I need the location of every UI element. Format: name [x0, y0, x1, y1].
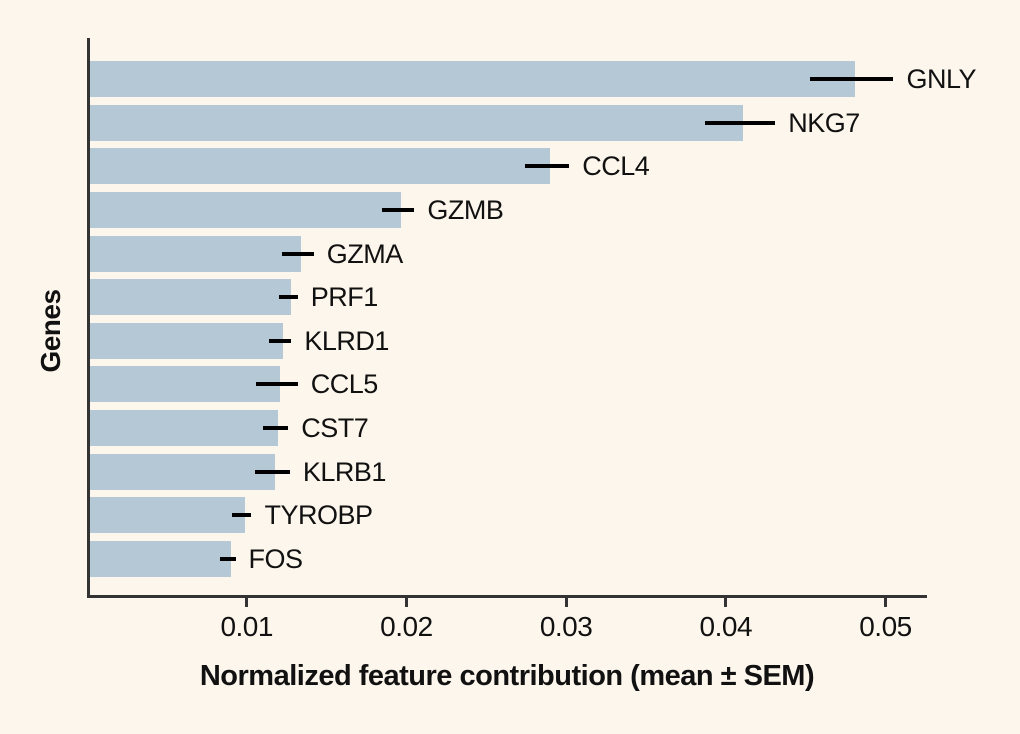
gene-label-klrd1: KLRD1: [304, 325, 389, 356]
bar-nkg7: [90, 104, 744, 141]
error-bar-gzma: [281, 251, 314, 256]
gene-label-gnly: GNLY: [906, 64, 976, 94]
x-tick-0.03: [564, 598, 568, 607]
y-axis-label: Genes: [35, 289, 66, 373]
gene-label-cst7: CST7: [301, 413, 369, 444]
bar-gnly: [90, 61, 855, 97]
x-axis-line: [87, 595, 927, 598]
x-tick-label-0.05: 0.05: [859, 611, 912, 642]
bar-tyrobp: [90, 497, 245, 534]
x-tick-0.02: [404, 598, 408, 607]
gene-label-ccl4: CCL4: [582, 151, 650, 182]
x-axis-label: Normalized feature contribution (mean ± …: [199, 660, 815, 692]
bar-gzma: [90, 235, 301, 272]
gene-label-gzmb: GZMB: [427, 194, 504, 225]
gene-label-tyrobp: TYROBP: [264, 500, 373, 531]
error-bar-gzmb: [382, 207, 415, 212]
error-bar-nkg7: [705, 120, 776, 125]
bar-cst7: [90, 410, 279, 447]
x-tick-label-0.02: 0.02: [380, 611, 433, 642]
bar-klrd1: [90, 322, 284, 359]
bar-prf1: [90, 279, 292, 316]
error-bar-ccl4: [524, 164, 570, 169]
gene-label-gzma: GZMA: [326, 238, 404, 269]
x-tick-0.01: [245, 598, 249, 607]
gene-label-fos: FOS: [248, 544, 304, 575]
bar-gzmb: [90, 191, 402, 228]
error-bar-tyrobp: [232, 513, 252, 518]
error-bar-cst7: [262, 426, 289, 431]
x-tick-label-0.03: 0.03: [539, 611, 593, 642]
x-tick-0.05: [883, 598, 887, 607]
plot-area: GNLY NKG7 CCL4 GZMB GZMA PRF1 KLRD1 CCL5 CST7 KLR…: [87, 38, 976, 642]
error-bar-klrb1: [254, 469, 290, 474]
gene-label-klrb1: KLRB1: [302, 456, 387, 487]
x-tick-label-0.01: 0.01: [220, 611, 273, 642]
bar-klrb1: [90, 453, 276, 490]
error-bar-prf1: [278, 295, 298, 300]
error-bar-fos: [219, 557, 236, 562]
x-tick-label-0.04: 0.04: [699, 611, 753, 642]
bar-ccl4: [90, 148, 550, 185]
error-bar-gnly: [810, 77, 894, 81]
gene-label-prf1: PRF1: [310, 282, 379, 313]
bar-ccl5: [90, 366, 281, 403]
error-bar-ccl5: [256, 382, 298, 387]
bar-fos: [90, 541, 231, 578]
y-axis-line: [87, 38, 90, 598]
gene-label-ccl5: CCL5: [310, 369, 379, 400]
gene-label-nkg7: NKG7: [788, 107, 860, 138]
error-bar-klrd1: [269, 338, 292, 343]
x-tick-0.04: [724, 598, 728, 607]
